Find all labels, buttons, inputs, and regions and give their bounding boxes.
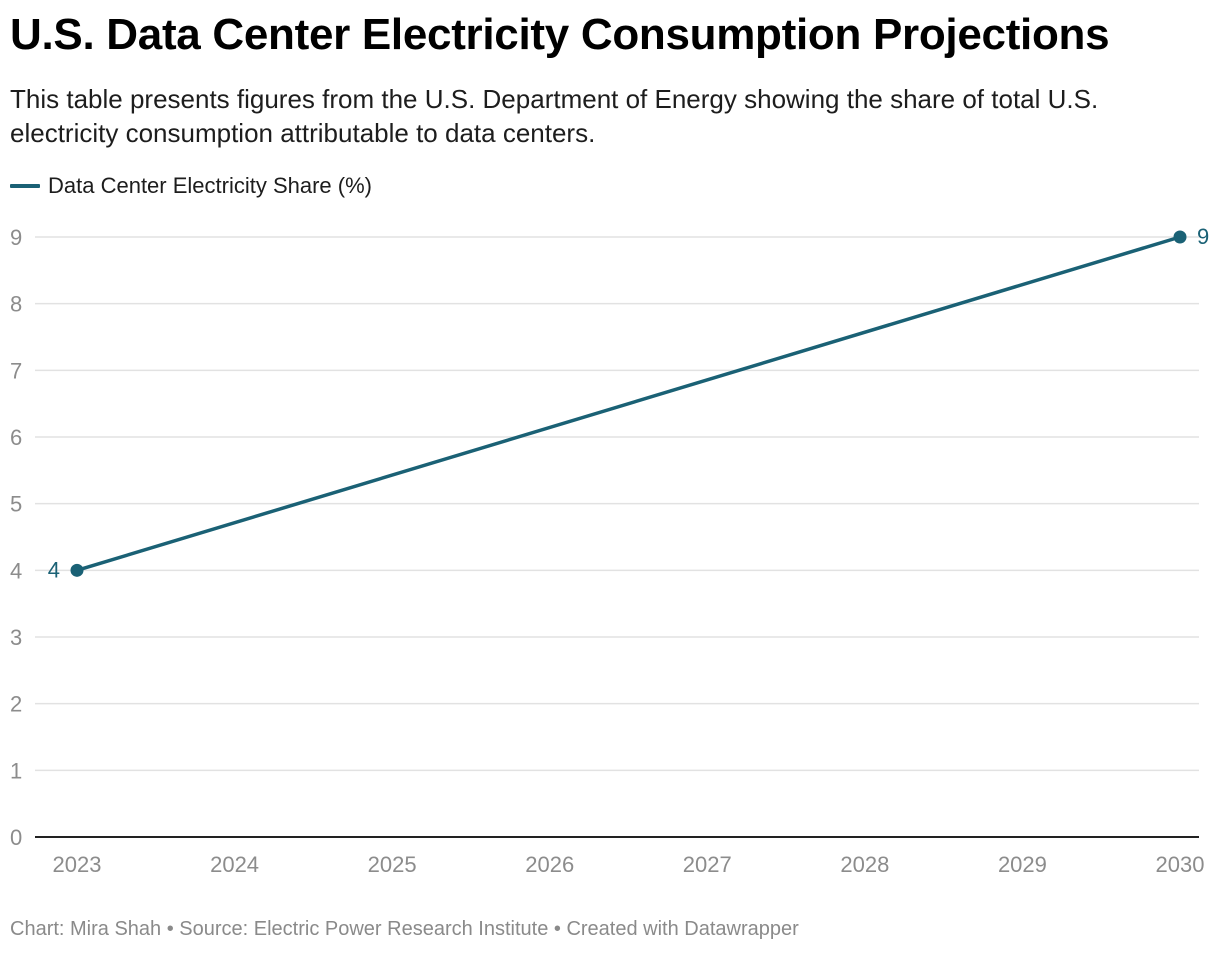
x-tick-label: 2026 [525, 852, 574, 877]
chart-subtitle: This table presents figures from the U.S… [10, 84, 1099, 148]
y-tick-label: 3 [10, 625, 22, 650]
legend: Data Center Electricity Share (%) [10, 173, 372, 199]
x-tick-label: 2023 [53, 852, 102, 877]
gridlines [35, 236, 1199, 772]
y-tick-label: 5 [10, 492, 22, 517]
y-tick-label: 2 [10, 692, 22, 717]
y-tick-label: 6 [10, 425, 22, 450]
y-tick-label: 7 [10, 358, 22, 383]
y-tick-label: 8 [10, 292, 22, 317]
y-tick-label: 1 [10, 758, 22, 783]
data-label-2030: 9 [1197, 224, 1209, 249]
x-tick-label: 2030 [1156, 852, 1205, 877]
data-label-2023: 4 [48, 557, 60, 582]
x-tick-label: 2027 [683, 852, 732, 877]
y-tick-label: 4 [10, 558, 22, 583]
data-point-2023 [70, 563, 84, 577]
chart-footer: Chart: Mira Shah • Source: Electric Powe… [10, 918, 799, 940]
x-tick-label: 2028 [840, 852, 889, 877]
x-tick-label: 2025 [368, 852, 417, 877]
legend-swatch-line [10, 184, 40, 188]
x-tick-label: 2024 [210, 852, 259, 877]
x-axis-ticks: 2023 2024 2025 2026 2027 2028 2029 2030 [53, 852, 1205, 877]
series-layer: 49 [48, 224, 1210, 582]
legend-label: Data Center Electricity Share (%) [48, 173, 372, 198]
x-tick-label: 2029 [998, 852, 1047, 877]
series-line [76, 235, 1181, 573]
y-tick-label: 0 [10, 825, 22, 850]
y-axis-ticks: 0 1 2 3 4 5 6 7 8 9 [10, 225, 22, 850]
y-tick-label: 9 [10, 225, 22, 250]
data-point-2030 [1173, 230, 1187, 244]
chart-title: U.S. Data Center Electricity Consumption… [10, 10, 1110, 59]
